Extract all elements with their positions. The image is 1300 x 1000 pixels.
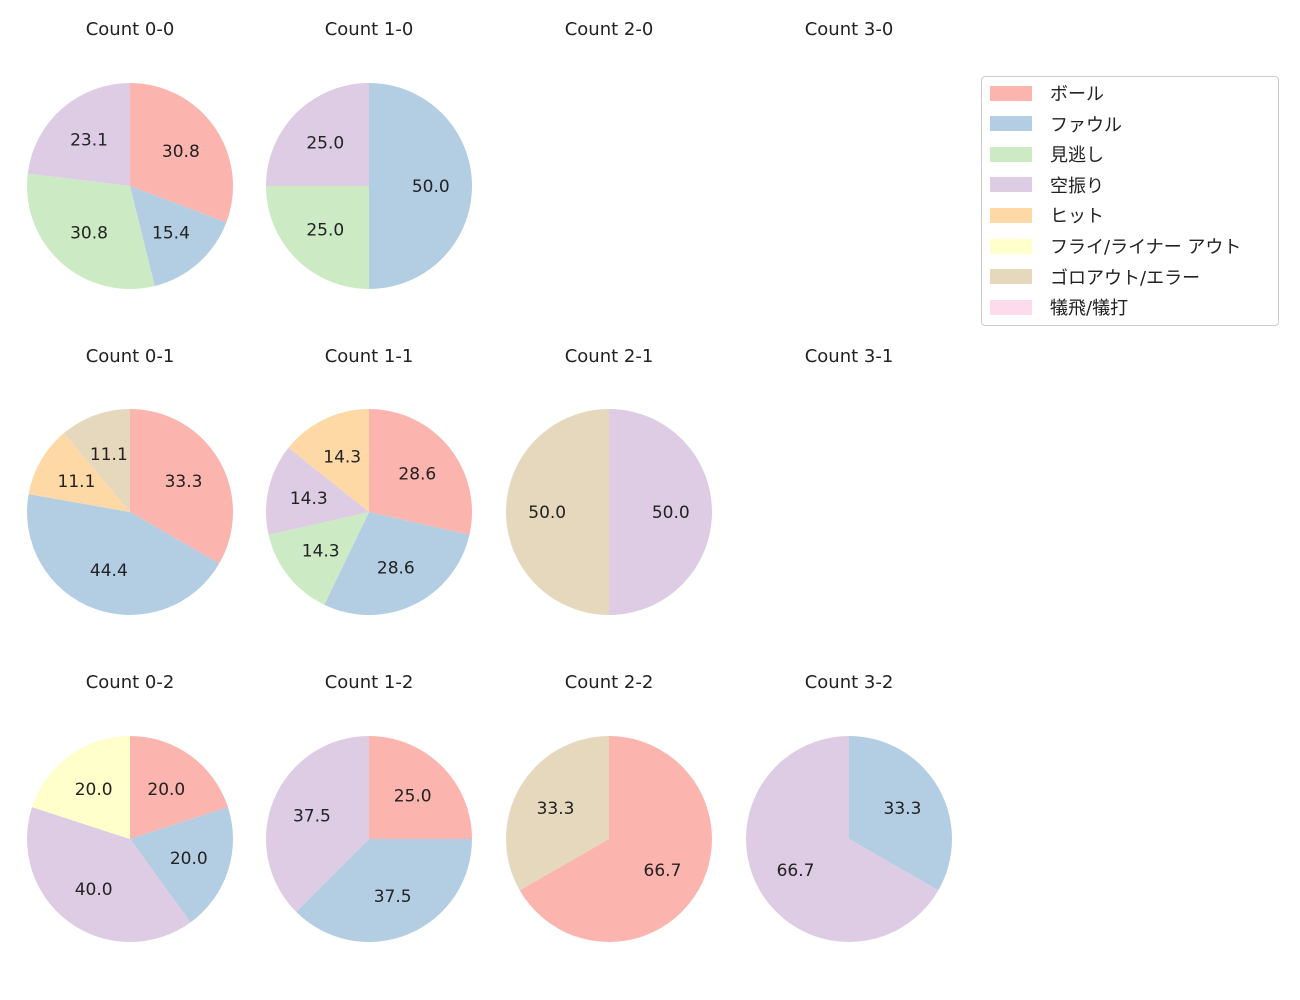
slice-label: 28.6 xyxy=(377,559,415,579)
pie-slice xyxy=(130,807,234,923)
pie-slice xyxy=(130,186,227,287)
legend-label: ファウル xyxy=(1050,114,1122,136)
legend-swatch xyxy=(990,269,1032,285)
slice-label: 37.5 xyxy=(374,887,412,907)
pie-slice xyxy=(369,83,472,289)
slice-label: 66.7 xyxy=(644,861,682,881)
legend-label: 犠飛/犠打 xyxy=(1050,298,1129,320)
legend: ボールファウル見逃し空振りヒットフライ/ライナー アウト ゴロアウト/エラー 犠飛/… xyxy=(981,76,1279,326)
slice-label: 33.3 xyxy=(165,472,203,492)
legend-label: 見逃し xyxy=(1050,145,1104,167)
slice-label: 25.0 xyxy=(306,221,344,241)
legend-label: フライ/ライナー アウト xyxy=(1050,237,1242,258)
pie-slice xyxy=(296,839,472,942)
slice-label: 37.5 xyxy=(293,806,331,826)
slice-label: 14.3 xyxy=(302,542,340,562)
legend-label: ゴロアウト/エラー xyxy=(1050,267,1201,289)
slice-label: 33.3 xyxy=(537,799,575,819)
pie-title: Count 0-0 xyxy=(86,19,175,40)
pie-slice xyxy=(266,186,369,289)
pie-slice xyxy=(265,447,369,535)
pie-slice xyxy=(369,736,472,839)
slice-label: 33.3 xyxy=(884,799,922,819)
slice-label: 50.0 xyxy=(528,503,566,523)
pie-slice xyxy=(849,736,952,891)
legend-item: フライ/ライナー アウト xyxy=(990,236,1242,258)
slice-label: 15.4 xyxy=(152,223,190,243)
pie-title: Count 2-0 xyxy=(565,19,654,40)
slice-label: 20.0 xyxy=(75,780,113,800)
slice-label: 11.1 xyxy=(58,472,96,492)
pie-slice xyxy=(63,409,130,512)
pie-title: Count 2-1 xyxy=(565,346,654,367)
slice-label: 25.0 xyxy=(394,786,432,806)
pie-slice xyxy=(746,736,939,943)
pie-slice xyxy=(26,494,220,615)
legend-item: ボール xyxy=(990,83,1104,105)
legend-swatch xyxy=(990,238,1032,254)
pie-slice xyxy=(130,736,228,839)
pie-slice xyxy=(26,173,155,290)
legend-label: 空振り xyxy=(1050,175,1104,197)
pie-slice xyxy=(288,409,369,512)
pie-title: Count 3-2 xyxy=(805,672,894,693)
legend-swatch xyxy=(990,116,1032,132)
slice-label: 14.3 xyxy=(323,447,361,467)
pie-slice xyxy=(324,512,470,615)
slice-label: 30.8 xyxy=(162,142,200,162)
pie-slice xyxy=(266,83,369,186)
pie-slice xyxy=(130,83,233,223)
pie-slice xyxy=(506,409,609,615)
slice-label: 40.0 xyxy=(75,880,113,900)
pie-slice xyxy=(519,736,712,942)
slice-label: 14.3 xyxy=(290,489,328,509)
legend-label: ボール xyxy=(1050,84,1104,105)
slice-label: 66.7 xyxy=(777,861,815,881)
pie-title: Count 3-1 xyxy=(805,346,894,367)
legend-swatch xyxy=(990,146,1032,162)
pie-title: Count 1-0 xyxy=(325,19,414,40)
pie-title: Count 0-1 xyxy=(86,346,175,367)
pie-slice xyxy=(27,807,191,942)
legend-item: 空振り xyxy=(990,175,1104,197)
slice-label: 11.1 xyxy=(90,445,128,465)
slice-label: 28.6 xyxy=(398,464,436,484)
pie-slice xyxy=(506,736,609,891)
legend-item: 犠飛/犠打 xyxy=(990,297,1129,320)
pie-slice xyxy=(266,736,369,912)
pie-slice xyxy=(28,433,130,512)
legend-swatch xyxy=(990,207,1032,223)
slice-label: 23.1 xyxy=(70,131,108,151)
legend-swatch xyxy=(990,177,1032,193)
legend-label: ヒット xyxy=(1050,206,1104,228)
pie-slice xyxy=(32,736,130,839)
legend-item: ヒット xyxy=(990,205,1104,228)
pie-slice xyxy=(369,409,473,535)
slice-label: 20.0 xyxy=(170,849,208,869)
legend-swatch xyxy=(990,299,1032,315)
legend-item: ゴロアウト/エラー xyxy=(990,267,1201,289)
pie-title: Count 2-2 xyxy=(565,672,654,693)
pie-slice xyxy=(130,409,233,564)
slice-label: 44.4 xyxy=(90,561,128,581)
pie-slice xyxy=(268,512,369,605)
slice-label: 30.8 xyxy=(70,223,108,243)
slice-label: 50.0 xyxy=(412,177,450,197)
pie-title: Count 3-0 xyxy=(805,19,894,40)
legend-item: ファウル xyxy=(990,114,1122,136)
slice-label: 50.0 xyxy=(652,503,690,523)
pie-title: Count 1-2 xyxy=(325,672,414,693)
pie-title: Count 1-1 xyxy=(325,346,414,367)
pie-title: Count 0-2 xyxy=(86,672,175,693)
legend-item: 見逃し xyxy=(990,144,1104,167)
slice-label: 25.0 xyxy=(306,133,344,153)
pie-slice xyxy=(27,83,131,186)
slice-label: 20.0 xyxy=(147,780,185,800)
legend-swatch xyxy=(990,85,1032,101)
pie-slice xyxy=(609,409,712,615)
